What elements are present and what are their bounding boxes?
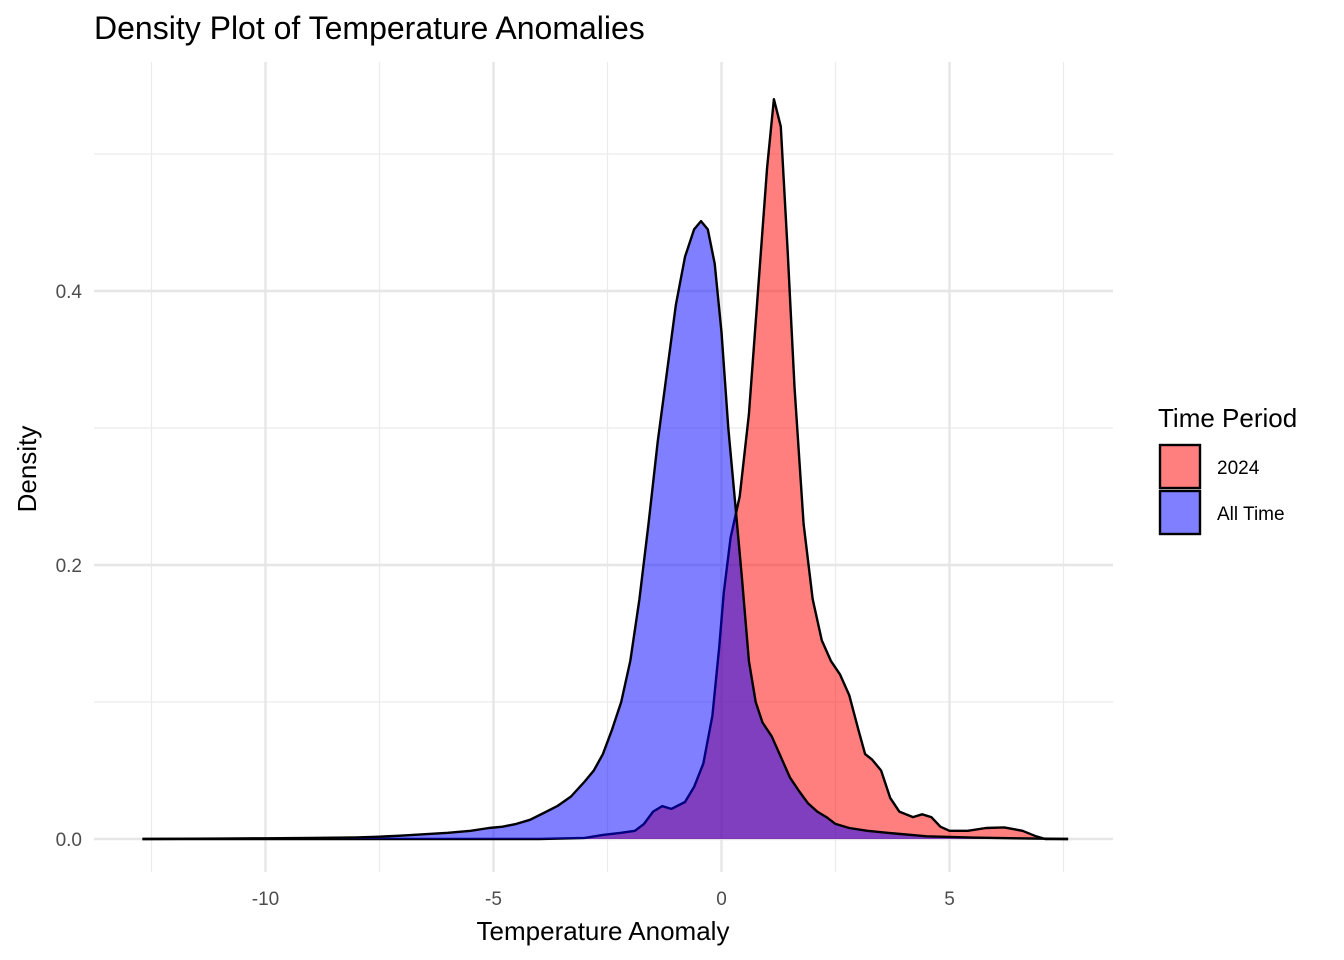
x-tick-label: 0 [716,889,727,910]
legend: Time Period 2024 All Time [1158,403,1297,536]
y-axis-ticks: 0.0 0.2 0.4 [56,282,83,851]
legend-title: Time Period [1158,403,1297,433]
x-tick-label: -5 [485,889,502,910]
x-axis-title: Temperature Anomaly [477,916,730,946]
y-tick-label: 0.2 [56,556,82,577]
x-axis-ticks: -10 -5 0 5 [252,889,955,910]
density-area-2024 [142,99,1069,839]
x-tick-label: 5 [944,889,955,910]
x-tick-label: -10 [252,889,279,910]
legend-label: 2024 [1217,458,1260,479]
density-line-all-time [142,219,1069,841]
density-areas [142,98,1069,841]
legend-swatch [1158,489,1202,536]
legend-swatch [1158,443,1202,490]
y-axis-title: Density [12,426,42,513]
legend-label: All Time [1217,504,1285,525]
y-tick-label: 0.0 [56,830,82,851]
chart-title: Density Plot of Temperature Anomalies [94,10,645,46]
density-line-2024 [142,98,1069,841]
y-tick-label: 0.4 [56,282,83,303]
